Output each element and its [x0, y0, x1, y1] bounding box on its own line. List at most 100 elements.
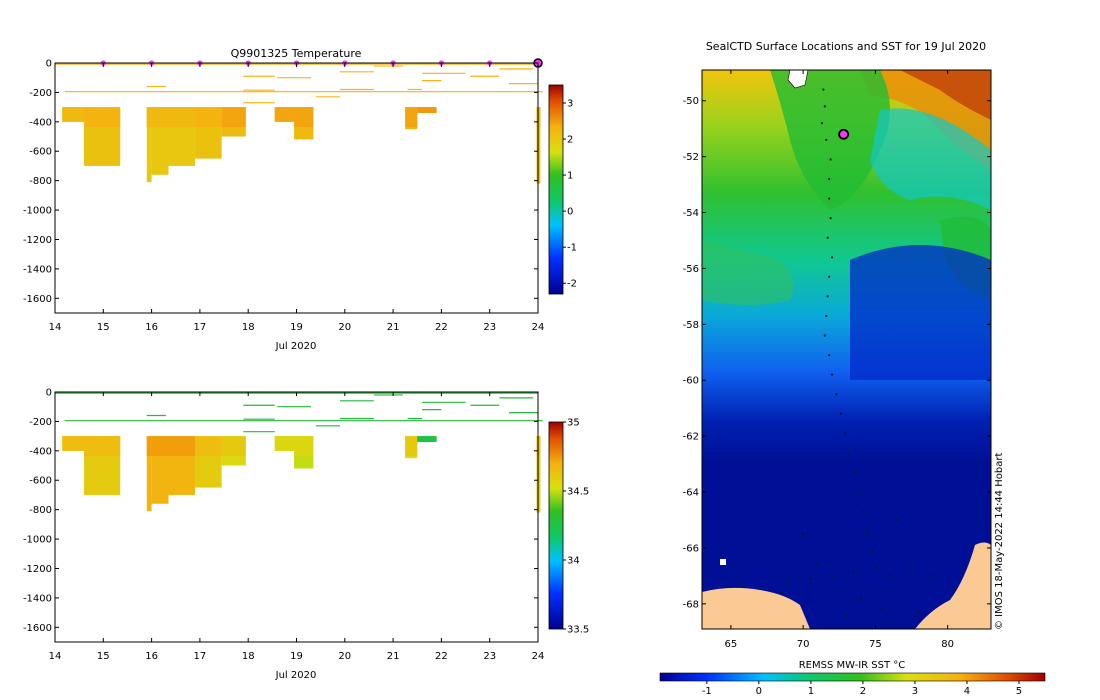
cast-column-top [151, 436, 169, 457]
temperature-axes-frame [54, 62, 539, 314]
x-tick-label: 17 [194, 322, 207, 333]
x-tick-label: 21 [387, 322, 400, 333]
track-point [867, 530, 870, 533]
track-point [823, 334, 826, 337]
track-point [895, 518, 899, 522]
track-point [854, 471, 857, 474]
x-tick-label: 22 [435, 651, 448, 662]
x-tick-label: 24 [532, 322, 545, 333]
track-point [823, 105, 826, 108]
y-tick-label: -52 [683, 152, 699, 163]
track-point [825, 138, 828, 141]
y-tick-label: -600 [29, 476, 52, 487]
track-point [826, 236, 829, 239]
y-tick-label: -1600 [23, 294, 52, 305]
y-tick-label: -600 [29, 147, 52, 158]
salinity-xlabel: Jul 2020 [275, 670, 317, 681]
track-point [932, 574, 935, 577]
y-tick-label: -1200 [23, 564, 52, 575]
land-east [915, 542, 991, 629]
colorbar-tick-label: 2 [860, 686, 866, 697]
cast-column-top [274, 436, 295, 451]
colorbar-tick-label: -1 [567, 243, 577, 254]
y-tick-label: -50 [683, 96, 699, 107]
map-axes-frame [701, 69, 992, 630]
x-tick-label: 20 [338, 651, 351, 662]
map-credit: © IMOS 18-May-2022 14:44 Hobart [994, 453, 1005, 630]
cast-column-top [221, 107, 246, 128]
track-point [852, 572, 855, 575]
track-point [829, 158, 832, 161]
x-tick-label: 23 [483, 651, 496, 662]
cast-column-top [168, 107, 196, 128]
y-tick-label: -1400 [23, 593, 52, 604]
y-tick-label: -1000 [23, 206, 52, 217]
x-tick-label: 16 [145, 651, 158, 662]
temperature-panel: Q9901325 Temperature 14 15 16 17 18 19 20 21 22 2… [23, 47, 577, 352]
colorbar-tick-label: 2 [567, 135, 573, 146]
temperature-title: Q9901325 Temperature [231, 47, 362, 60]
track-point [829, 217, 832, 220]
track-point [830, 574, 834, 577]
cast-column-top [417, 436, 437, 442]
track-point [825, 314, 828, 318]
y-tick-label: -400 [29, 446, 52, 457]
cast-column-top [168, 436, 196, 457]
track-point [787, 580, 790, 583]
x-tick-label: 15 [97, 651, 110, 662]
colorbar-tick-label: 3 [567, 99, 573, 110]
x-tick-label: 23 [483, 322, 496, 333]
cast-column-top [405, 436, 418, 457]
track-point [859, 597, 863, 600]
y-tick-label: -200 [29, 417, 52, 428]
colorbar-tick-label: 34.5 [567, 487, 589, 498]
y-tick-label: -1600 [23, 623, 52, 634]
cast-column-top [83, 436, 121, 457]
y-tick-label: 0 [46, 59, 52, 70]
temperature-xlabel: Jul 2020 [275, 341, 317, 352]
sst-map-panel: SealCTD Surface Locations and SST for 19… [659, 40, 1046, 697]
x-tick-label: 70 [797, 639, 810, 650]
x-tick-label: 19 [290, 322, 303, 333]
track-point [862, 510, 865, 513]
x-tick-label: 24 [532, 651, 545, 662]
track-point [835, 393, 838, 396]
x-tick-label: 14 [49, 651, 62, 662]
colorbar-tick-label: 35 [567, 418, 580, 429]
colorbar-tick-label: 0 [756, 686, 762, 697]
sst-colorbar [659, 672, 1046, 682]
cast-column-top [405, 107, 418, 128]
cast-column-top [274, 107, 295, 122]
cast-column-top [62, 107, 84, 122]
temperature-plot-area [55, 58, 543, 184]
y-tick-label: 0 [46, 388, 52, 399]
x-tick-label: 15 [97, 322, 110, 333]
y-tick-label: -1200 [23, 235, 52, 246]
colorbar-tick-label: 1 [567, 171, 573, 182]
salinity-plot-area [55, 391, 543, 513]
track-point [830, 256, 834, 259]
temperature-colorbar [548, 84, 564, 295]
track-point [910, 569, 913, 572]
y-tick-label: -68 [683, 599, 699, 610]
colorbar-tick-label: 33.5 [567, 625, 589, 636]
x-tick-label: 22 [435, 322, 448, 333]
cast-column-top [417, 107, 437, 113]
colorbar-tick-label: -1 [702, 686, 712, 697]
x-tick-label: 17 [194, 651, 207, 662]
colorbar-tick-label: 1 [808, 686, 814, 697]
x-tick-label: 21 [387, 651, 400, 662]
track-point [843, 432, 847, 435]
track-point [826, 295, 829, 298]
y-tick-label: -200 [29, 88, 52, 99]
colorbar-tick-label: 5 [1016, 686, 1022, 697]
cast-column-top [294, 107, 314, 128]
colorbar-tick-label: 4 [964, 686, 970, 697]
track-point [845, 613, 848, 617]
cast-column-top [294, 436, 314, 457]
y-tick-label: -66 [683, 543, 699, 554]
island-north [787, 70, 809, 89]
track-point [802, 532, 805, 536]
y-tick-label: -56 [683, 264, 699, 275]
track-point [917, 611, 920, 614]
